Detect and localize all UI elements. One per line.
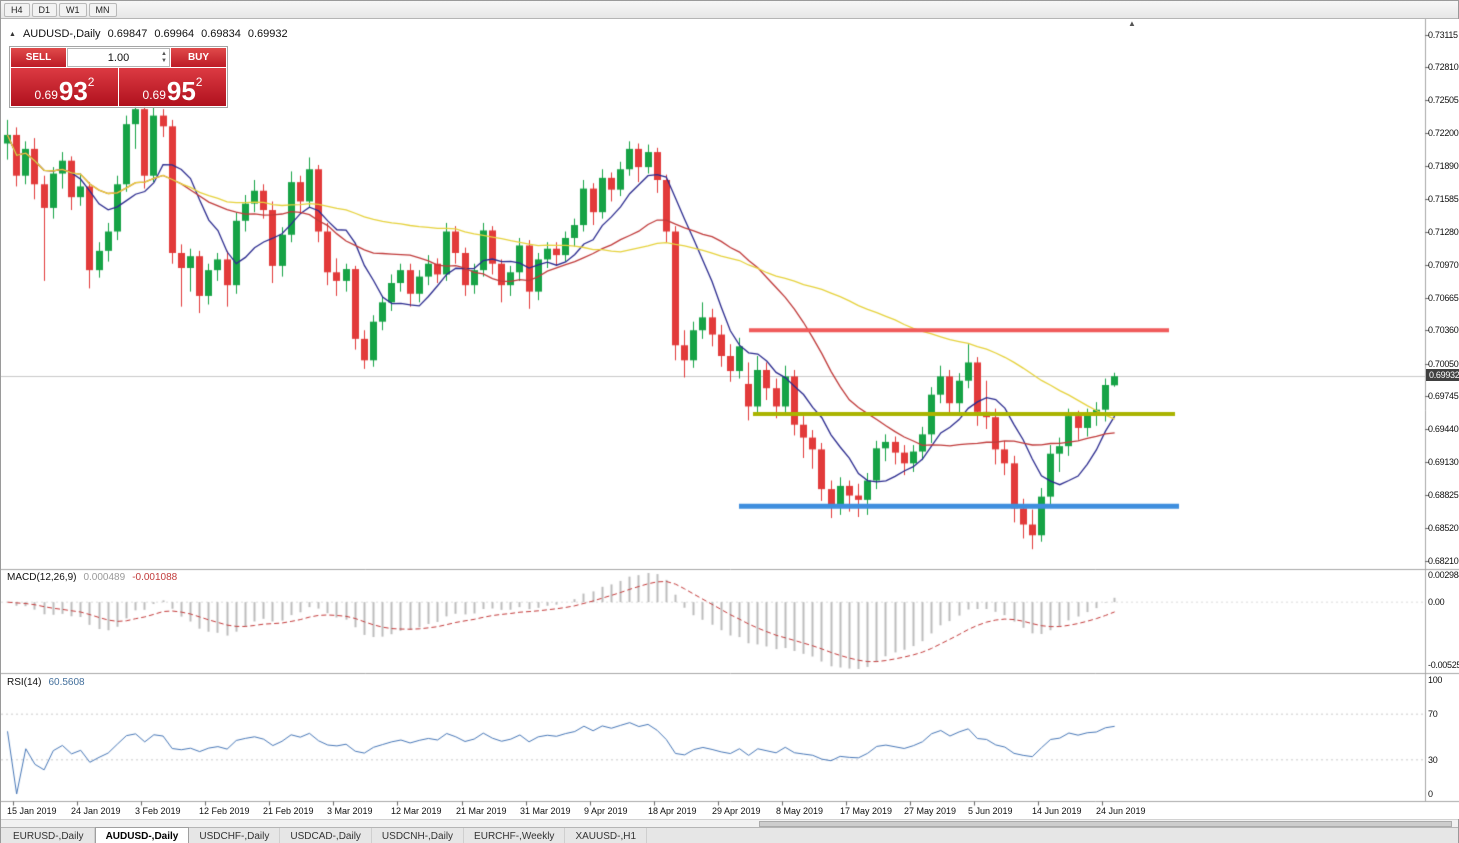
chart-object-marker-icon: ▲ bbox=[9, 30, 16, 38]
ohlc-close: 0.69932 bbox=[247, 28, 288, 40]
volume-decrease-icon[interactable]: ▼ bbox=[161, 58, 167, 64]
volume-stepper: ▲ ▼ bbox=[161, 51, 167, 65]
chart-shift-marker-icon: ▲ bbox=[1128, 19, 1136, 28]
chart-tab-xauusd-h1[interactable]: XAUUSD-,H1 bbox=[565, 828, 648, 843]
scrollbar-thumb[interactable] bbox=[758, 821, 1453, 827]
sell-button[interactable]: SELL bbox=[11, 48, 66, 67]
macd-name: MACD(12,26,9) bbox=[7, 572, 77, 583]
chart-tab-eurusd-daily[interactable]: EURUSD-,Daily bbox=[3, 828, 95, 843]
price-chart-canvas[interactable] bbox=[1, 19, 1459, 819]
current-price-marker: 0.69932 bbox=[1426, 369, 1459, 382]
chart-tab-bar: EURUSD-,Daily AUDUSD-,Daily USDCHF-,Daily U… bbox=[1, 827, 1458, 843]
timeframe-button-mn[interactable]: MN bbox=[88, 2, 117, 17]
chart-tab-usdcnh-daily[interactable]: USDCNH-,Daily bbox=[372, 828, 465, 843]
chart-tab-eurchf-weekly[interactable]: EURCHF-,Weekly bbox=[464, 828, 566, 843]
chart-tab-usdcad-daily[interactable]: USDCAD-,Daily bbox=[280, 828, 372, 843]
volume-value: 1.00 bbox=[107, 51, 130, 64]
buy-button[interactable]: BUY bbox=[171, 48, 226, 67]
timeframe-button-w1[interactable]: W1 bbox=[59, 2, 87, 17]
chart-tab-usdchf-daily[interactable]: USDCHF-,Daily bbox=[189, 828, 281, 843]
timeframe-toolbar: H4 D1 W1 MN bbox=[1, 1, 1458, 19]
macd-main-value: 0.000489 bbox=[83, 572, 126, 583]
symbol-title: AUDUSD-,Daily bbox=[22, 28, 101, 40]
buy-price-button[interactable]: 0.69 95 2 bbox=[119, 68, 226, 106]
rsi-name: RSI(14) bbox=[7, 677, 42, 688]
sell-price-big: 93 bbox=[58, 76, 88, 106]
ohlc-low: 0.69834 bbox=[201, 28, 241, 40]
sell-price-button[interactable]: 0.69 93 2 bbox=[11, 68, 118, 106]
buy-price-big: 95 bbox=[166, 76, 196, 106]
timeframe-button-d1[interactable]: D1 bbox=[31, 2, 58, 17]
ohlc-open: 0.69847 bbox=[107, 28, 148, 40]
macd-signal-value: -0.001088 bbox=[132, 572, 178, 583]
rsi-value: 60.5608 bbox=[48, 677, 85, 688]
timeframe-button-h4[interactable]: H4 bbox=[4, 2, 30, 17]
buy-price-prefix: 0.69 bbox=[142, 88, 166, 102]
chart-tab-audusd-daily[interactable]: AUDUSD-,Daily bbox=[94, 827, 190, 843]
horizontal-scrollbar[interactable] bbox=[1, 819, 1458, 827]
rsi-indicator-label: RSI(14) 60.5608 bbox=[7, 677, 85, 688]
one-click-trading-panel: SELL 1.00 ▲ ▼ BUY 0.69 93 2 0.69 95 2 bbox=[9, 46, 228, 108]
buy-price-sup: 2 bbox=[195, 75, 203, 89]
sell-price-sup: 2 bbox=[87, 75, 95, 89]
volume-increase-icon[interactable]: ▲ bbox=[161, 51, 167, 57]
sell-price-prefix: 0.69 bbox=[34, 88, 58, 102]
ohlc-high: 0.69964 bbox=[154, 28, 195, 40]
macd-indicator-label: MACD(12,26,9) 0.000489 -0.001088 bbox=[7, 572, 177, 583]
volume-field[interactable]: 1.00 ▲ ▼ bbox=[67, 48, 170, 67]
chart-title: ▲ AUDUSD-,Daily 0.69847 0.69964 0.69834 … bbox=[9, 28, 288, 40]
